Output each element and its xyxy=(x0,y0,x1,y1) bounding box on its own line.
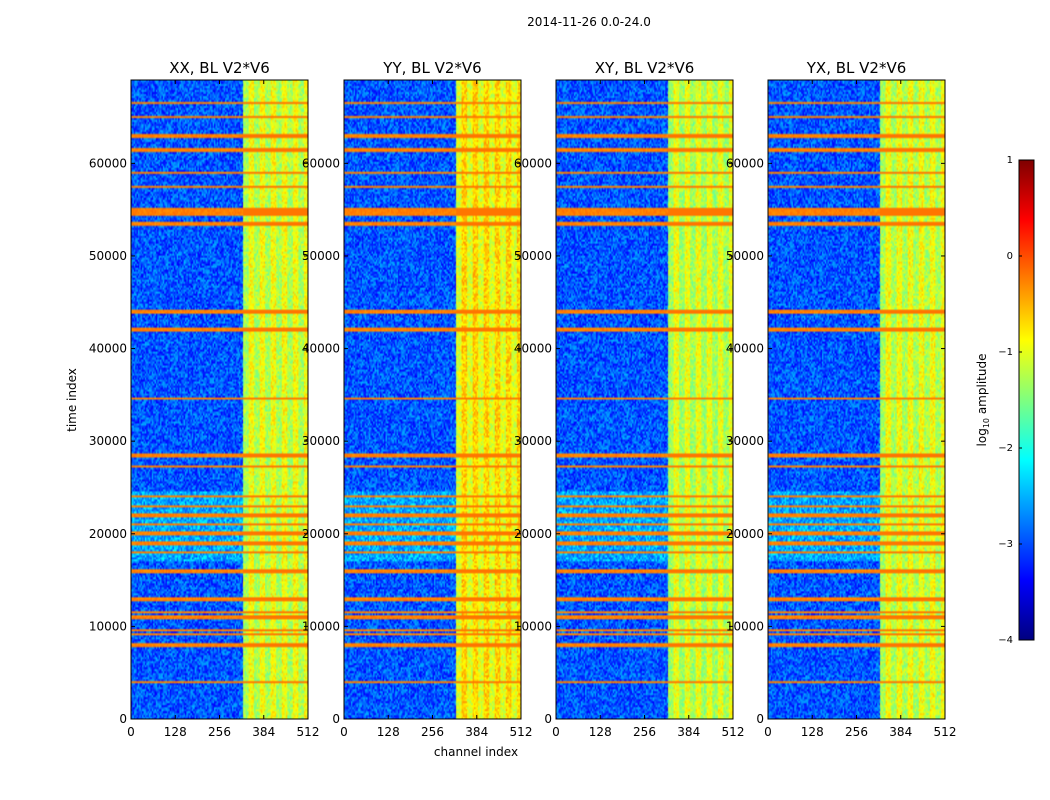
x-tick-label: 256 xyxy=(633,725,656,739)
colorbar-label: log10 amplitude xyxy=(975,354,991,447)
heatmap-image xyxy=(768,80,945,719)
y-tick-label: 20000 xyxy=(89,527,127,541)
x-tick-label: 384 xyxy=(252,725,275,739)
y-tick-label: 10000 xyxy=(89,619,127,633)
colorbar-label-main: log xyxy=(975,428,989,446)
x-tick-label: 128 xyxy=(589,725,612,739)
colorbar-tick-label: −4 xyxy=(998,635,1013,646)
panel-1: XX, BL V2*V6 0 128 256 384 512 0 10000 20000 3000… xyxy=(89,59,320,739)
y-tick-label: 50000 xyxy=(514,249,552,263)
y-tick-label: 20000 xyxy=(726,527,764,541)
panel-title: XX, BL V2*V6 xyxy=(169,59,270,77)
x-tick-label: 384 xyxy=(889,725,912,739)
x-tick-label: 0 xyxy=(764,725,772,739)
x-axis-label: channel index xyxy=(434,745,518,759)
y-tick-label: 40000 xyxy=(89,342,127,356)
x-tick-label: 256 xyxy=(421,725,444,739)
y-tick-label: 40000 xyxy=(514,342,552,356)
x-tick-label: 0 xyxy=(127,725,135,739)
y-tick-label: 0 xyxy=(756,712,764,726)
x-tick-label: 512 xyxy=(297,725,320,739)
panel-title: XY, BL V2*V6 xyxy=(595,59,695,77)
y-tick-label: 40000 xyxy=(302,342,340,356)
heatmap-image xyxy=(344,80,521,719)
x-tick-label: 256 xyxy=(208,725,231,739)
x-tick-label: 384 xyxy=(465,725,488,739)
colorbar-tick-label: 0 xyxy=(1007,251,1013,262)
y-tick-label: 60000 xyxy=(302,156,340,170)
y-tick-label: 20000 xyxy=(302,527,340,541)
panels: XX, BL V2*V6 0 128 256 384 512 0 10000 20000 3000… xyxy=(89,59,957,739)
colorbar-tick-label: −3 xyxy=(998,539,1013,550)
panel-4: YX, BL V2*V6 0 128 256 384 512 0 10000 20000 3000… xyxy=(726,59,957,739)
y-tick-label: 10000 xyxy=(514,619,552,633)
x-tick-label: 512 xyxy=(722,725,745,739)
y-tick-label: 60000 xyxy=(514,156,552,170)
figure-suptitle: 2014-11-26 0.0-24.0 xyxy=(527,15,651,29)
x-tick-label: 256 xyxy=(845,725,868,739)
y-tick-label: 50000 xyxy=(89,249,127,263)
x-tick-label: 128 xyxy=(377,725,400,739)
y-tick-label: 30000 xyxy=(726,434,764,448)
y-tick-label: 50000 xyxy=(726,249,764,263)
panel-title: YX, BL V2*V6 xyxy=(806,59,907,77)
y-tick-label: 0 xyxy=(119,712,127,726)
panel-2: YY, BL V2*V6 0 128 256 384 512 0 10000 20000 3000… xyxy=(302,59,533,739)
y-tick-label: 30000 xyxy=(302,434,340,448)
colorbar-label-sub: 10 xyxy=(982,418,991,428)
colorbar-tick-label: −2 xyxy=(998,443,1013,454)
y-tick-label: 60000 xyxy=(726,156,764,170)
y-tick-label: 40000 xyxy=(726,342,764,356)
y-tick-label: 20000 xyxy=(514,527,552,541)
colorbar-tick-label: −1 xyxy=(998,347,1013,358)
x-tick-label: 384 xyxy=(677,725,700,739)
y-tick-label: 30000 xyxy=(514,434,552,448)
panel-3: XY, BL V2*V6 0 128 256 384 512 0 10000 20000 3000… xyxy=(514,59,745,739)
y-tick-label: 50000 xyxy=(302,249,340,263)
panel-title: YY, BL V2*V6 xyxy=(382,59,481,77)
y-tick-label: 10000 xyxy=(302,619,340,633)
x-tick-label: 0 xyxy=(552,725,560,739)
y-tick-label: 60000 xyxy=(89,156,127,170)
colorbar-label-tail: amplitude xyxy=(975,354,989,418)
x-tick-label: 0 xyxy=(340,725,348,739)
y-axis-label: time index xyxy=(65,368,79,432)
x-tick-label: 128 xyxy=(801,725,824,739)
x-tick-label: 512 xyxy=(510,725,533,739)
y-tick-label: 10000 xyxy=(726,619,764,633)
heatmap-image xyxy=(131,80,308,719)
y-tick-label: 30000 xyxy=(89,434,127,448)
colorbar-tick-label: 1 xyxy=(1007,155,1013,166)
y-tick-label: 0 xyxy=(332,712,340,726)
y-tick-label: 0 xyxy=(544,712,552,726)
colorbar-gradient xyxy=(1018,159,1035,641)
x-tick-label: 128 xyxy=(164,725,187,739)
heatmap-image xyxy=(556,80,733,719)
x-tick-label: 512 xyxy=(934,725,957,739)
